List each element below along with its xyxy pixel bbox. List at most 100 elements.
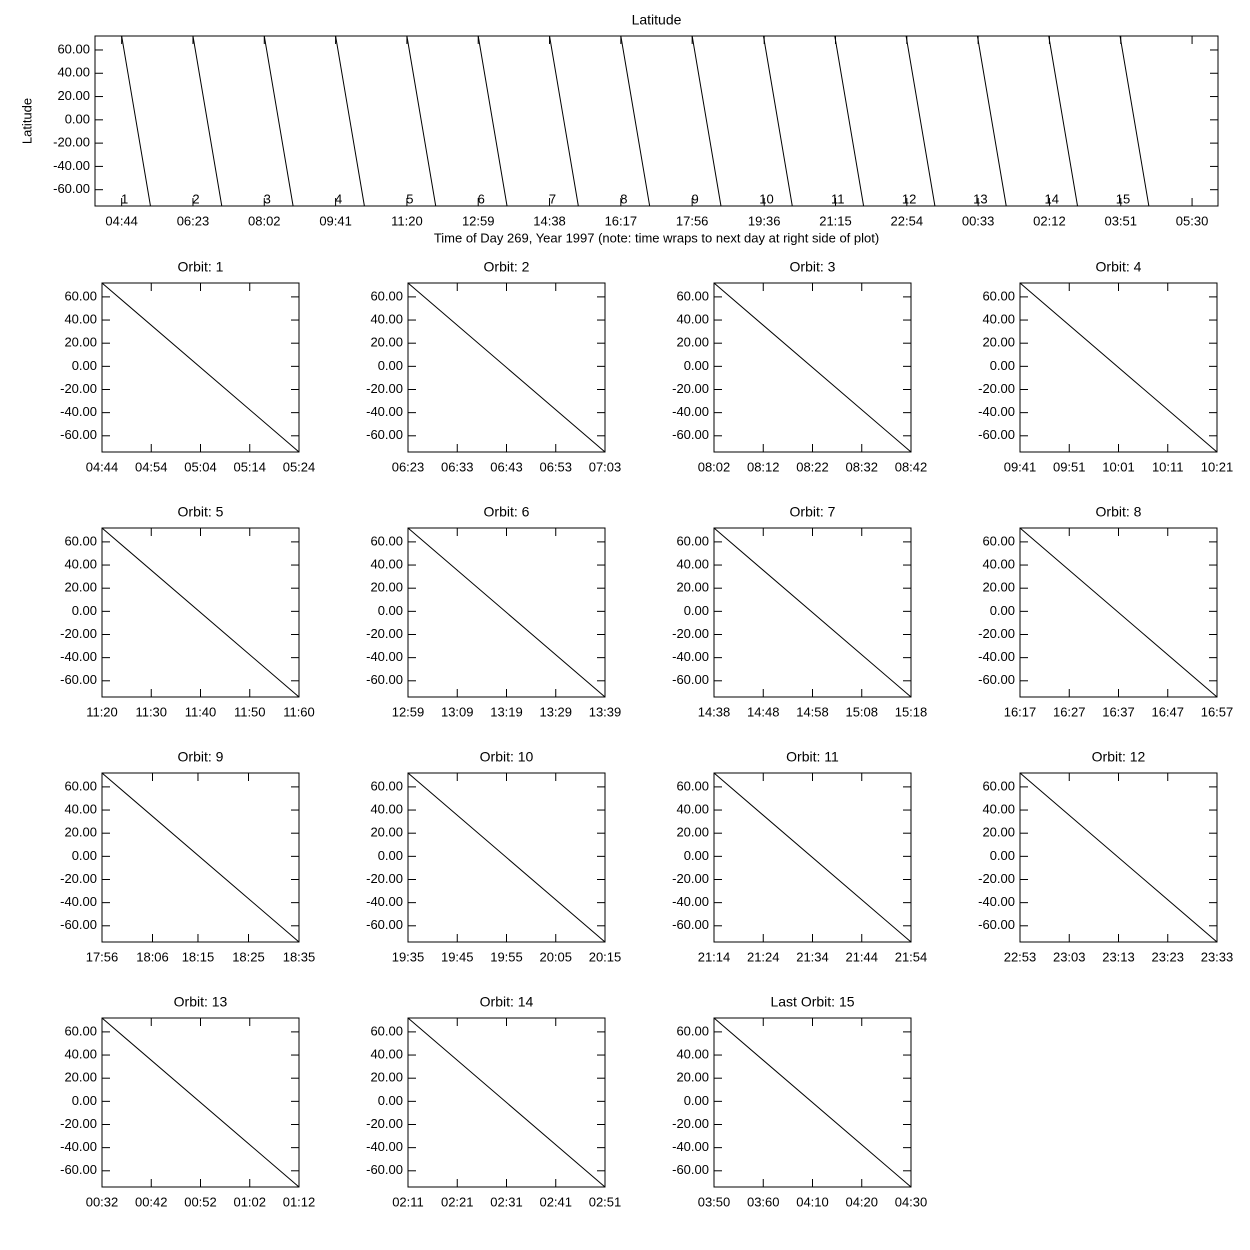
x-tick-label: 16:27 [1053, 704, 1086, 719]
chart-title: Last Orbit: 15 [770, 994, 854, 1010]
y-tick-label: -60.00 [366, 672, 403, 687]
y-tick-label: -20.00 [978, 871, 1015, 886]
y-tick-label: -60.00 [60, 917, 97, 932]
x-tick-label: 08:42 [895, 459, 928, 474]
y-tick-label: -40.00 [978, 404, 1015, 419]
chart-title: Orbit: 10 [480, 749, 534, 765]
y-tick-label: 40.00 [676, 801, 709, 816]
orbit-label: 13 [973, 191, 987, 206]
y-tick-label: 20.00 [676, 335, 709, 350]
x-tick-label: 00:32 [86, 1194, 119, 1209]
x-tick-label: 16:57 [1201, 704, 1234, 719]
chart-title: Orbit: 1 [178, 259, 224, 275]
x-tick-label: 16:47 [1151, 704, 1184, 719]
y-tick-label: -40.00 [978, 649, 1015, 664]
orbit-label: 6 [478, 191, 485, 206]
x-tick-label: 08:32 [845, 459, 878, 474]
y-tick-label: -60.00 [672, 672, 709, 687]
x-tick-label: 13:29 [539, 704, 572, 719]
x-tick-label: 13:09 [441, 704, 474, 719]
x-tick-label: 11:20 [391, 213, 423, 228]
y-tick-label: -60.00 [366, 917, 403, 932]
x-tick-label: 04:44 [105, 213, 138, 228]
latitude-line [101, 282, 300, 453]
x-tick-label: 14:38 [533, 213, 566, 228]
latitude-line [1019, 282, 1218, 453]
x-tick-label: 01:02 [233, 1194, 266, 1209]
x-tick-label: 08:22 [796, 459, 829, 474]
latitude-line [713, 527, 912, 698]
x-tick-label: 17:56 [86, 949, 119, 964]
x-tick-label: 04:54 [135, 459, 168, 474]
latitude-line [1019, 772, 1218, 943]
orbit-label: 4 [335, 191, 342, 206]
orbit-label: 2 [192, 191, 199, 206]
y-tick-label: 40.00 [64, 1046, 97, 1061]
x-tick-label: 06:23 [177, 213, 210, 228]
chart-title: Orbit: 5 [178, 504, 224, 520]
x-tick-label: 05:24 [283, 459, 316, 474]
y-tick-label: -20.00 [60, 871, 97, 886]
y-tick-label: 20.00 [676, 1070, 709, 1085]
y-tick-label: -20.00 [672, 1116, 709, 1131]
x-tick-label: 06:23 [392, 459, 425, 474]
y-tick-label: 40.00 [370, 556, 403, 571]
y-tick-label: 60.00 [676, 778, 709, 793]
latitude-line [101, 1017, 300, 1188]
y-tick-label: 20.00 [982, 825, 1015, 840]
y-tick-label: 20.00 [64, 825, 97, 840]
y-tick-label: 20.00 [370, 825, 403, 840]
y-tick-label: -60.00 [978, 427, 1015, 442]
y-tick-label: 60.00 [64, 288, 97, 303]
x-tick-label: 16:37 [1102, 704, 1135, 719]
x-tick-label: 14:38 [698, 704, 731, 719]
y-tick-label: 0.00 [65, 111, 90, 126]
x-tick-label: 22:53 [1004, 949, 1037, 964]
x-tick-label: 18:35 [283, 949, 316, 964]
x-tick-label: 20:05 [539, 949, 572, 964]
y-tick-label: -20.00 [53, 135, 90, 150]
x-tick-label: 10:21 [1201, 459, 1234, 474]
x-tick-label: 23:03 [1053, 949, 1086, 964]
x-tick-label: 05:30 [1176, 213, 1209, 228]
latitude-line [713, 282, 912, 453]
latitude-line [101, 527, 300, 698]
orbit-label: 14 [1044, 191, 1058, 206]
y-tick-label: 60.00 [676, 533, 709, 548]
x-tick-label: 11:50 [234, 704, 266, 719]
y-tick-label: -40.00 [366, 1139, 403, 1154]
x-tick-label: 02:11 [392, 1194, 424, 1209]
x-tick-label: 21:24 [747, 949, 780, 964]
x-tick-label: 11:20 [86, 704, 118, 719]
y-tick-label: -60.00 [672, 917, 709, 932]
y-tick-label: 20.00 [676, 825, 709, 840]
orbit-label: 11 [831, 191, 845, 206]
chart-title: Orbit: 14 [480, 994, 534, 1010]
x-tick-label: 05:04 [184, 459, 217, 474]
x-tick-label: 02:12 [1033, 213, 1066, 228]
plot-frame [101, 772, 300, 943]
orbit-label: 5 [406, 191, 413, 206]
y-tick-label: -20.00 [366, 381, 403, 396]
y-tick-label: 40.00 [676, 311, 709, 326]
y-tick-label: 60.00 [982, 778, 1015, 793]
chart-title: Orbit: 7 [790, 504, 836, 520]
chart-title: Orbit: 12 [1092, 749, 1146, 765]
x-tick-label: 06:53 [539, 459, 572, 474]
latitude-line [713, 772, 912, 943]
y-tick-label: 40.00 [676, 1046, 709, 1061]
x-tick-label: 18:25 [232, 949, 265, 964]
y-tick-label: -60.00 [60, 427, 97, 442]
x-tick-label: 19:36 [748, 213, 781, 228]
x-tick-label: 11:30 [135, 704, 167, 719]
x-tick-label: 17:56 [676, 213, 709, 228]
y-tick-label: 20.00 [370, 1070, 403, 1085]
y-tick-label: 60.00 [982, 533, 1015, 548]
y-tick-label: -40.00 [60, 404, 97, 419]
y-tick-label: 0.00 [684, 603, 709, 618]
y-tick-label: 40.00 [57, 65, 90, 80]
orbit-label: 3 [264, 191, 271, 206]
y-tick-label: -40.00 [60, 649, 97, 664]
